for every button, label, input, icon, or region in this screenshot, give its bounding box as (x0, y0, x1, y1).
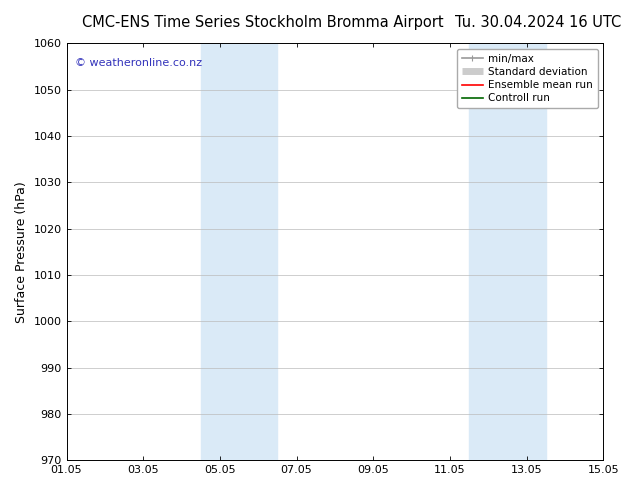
Bar (201, 44, 277, 460)
Text: CMC-ENS Time Series Stockholm Bromma Airport: CMC-ENS Time Series Stockholm Bromma Air… (82, 15, 444, 30)
Text: Tu. 30.04.2024 16 UTC: Tu. 30.04.2024 16 UTC (455, 15, 621, 30)
Legend: min/max, Standard deviation, Ensemble mean run, Controll run: min/max, Standard deviation, Ensemble me… (456, 49, 598, 108)
Text: © weatheronline.co.nz: © weatheronline.co.nz (75, 58, 202, 68)
Bar (469, 44, 546, 460)
Y-axis label: Surface Pressure (hPa): Surface Pressure (hPa) (15, 181, 28, 323)
